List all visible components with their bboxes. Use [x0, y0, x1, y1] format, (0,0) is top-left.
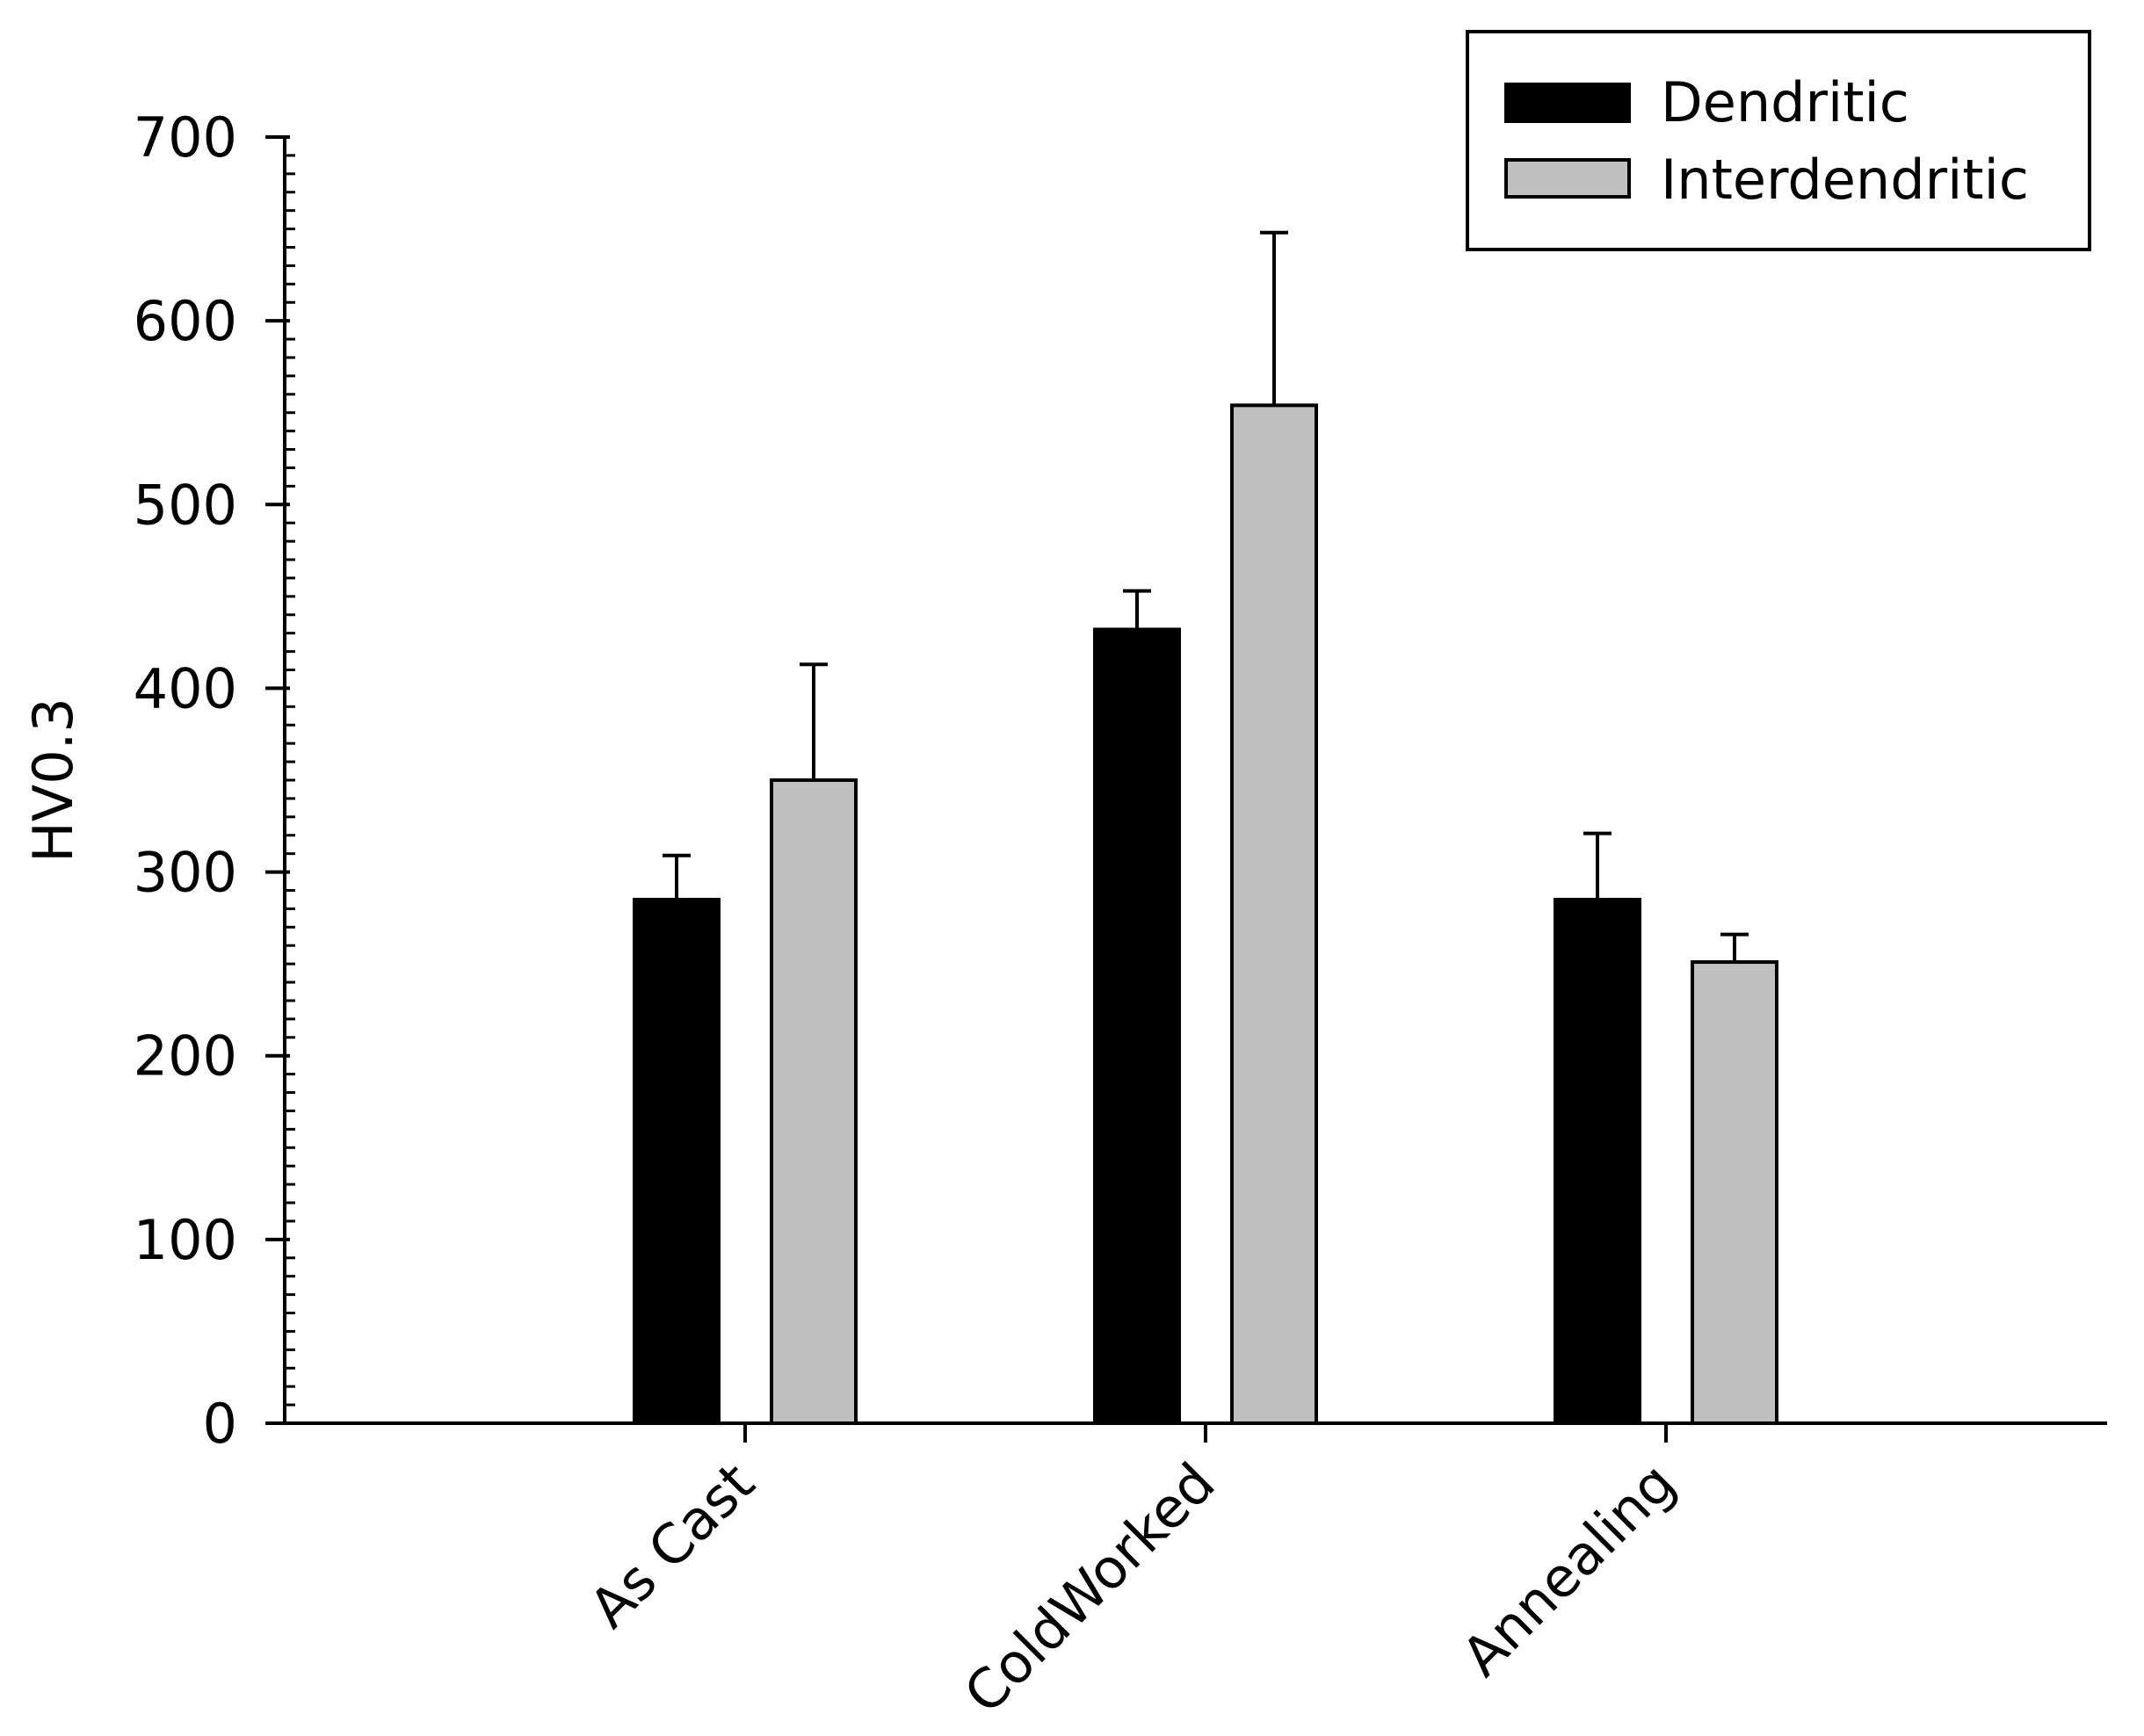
- legend-label-dendritic: Dendritic: [1661, 70, 1909, 134]
- x-tick-labels: As Cast ColdWorked Annealing: [577, 1450, 1688, 1725]
- y-tick-label: 0: [203, 1392, 237, 1456]
- y-axis-title: HV0.3: [21, 698, 85, 863]
- bar-interdendritic-coldworked: [1230, 403, 1318, 1426]
- x-tick-label-as-cast: As Cast: [577, 1450, 767, 1640]
- legend: Dendritic Interdendritic: [1466, 30, 2091, 251]
- bar-interdendritic-annealing: [1691, 960, 1778, 1425]
- legend-swatch-interdendritic: [1504, 158, 1631, 199]
- y-tick-labels: 0 100 200 300 400 500 600 700: [134, 105, 237, 1456]
- legend-swatch-dendritic: [1504, 83, 1631, 123]
- bar-dendritic-annealing: [1554, 897, 1641, 1425]
- x-tick-label-coldworked: ColdWorked: [952, 1450, 1227, 1725]
- y-tick-label: 600: [134, 289, 237, 353]
- y-tick-label: 400: [134, 656, 237, 720]
- bar-dendritic-as-cast: [633, 897, 721, 1425]
- y-tick-label: 500: [134, 473, 237, 537]
- x-ticks: [743, 1423, 1668, 1443]
- x-tick-label-annealing: Annealing: [1450, 1450, 1688, 1689]
- error-bars-layer: [663, 230, 1749, 963]
- y-tick-label: 100: [134, 1208, 237, 1272]
- legend-box: [1466, 30, 2091, 251]
- bars-layer: [633, 403, 1778, 1426]
- y-ticks: [265, 135, 295, 1425]
- y-tick-label: 700: [134, 105, 237, 170]
- y-tick-label: 300: [134, 841, 237, 905]
- legend-label-interdendritic: Interdendritic: [1661, 148, 2029, 212]
- bar-interdendritic-as-cast: [770, 778, 858, 1425]
- y-tick-label: 200: [134, 1024, 237, 1089]
- bar-dendritic-coldworked: [1093, 627, 1181, 1425]
